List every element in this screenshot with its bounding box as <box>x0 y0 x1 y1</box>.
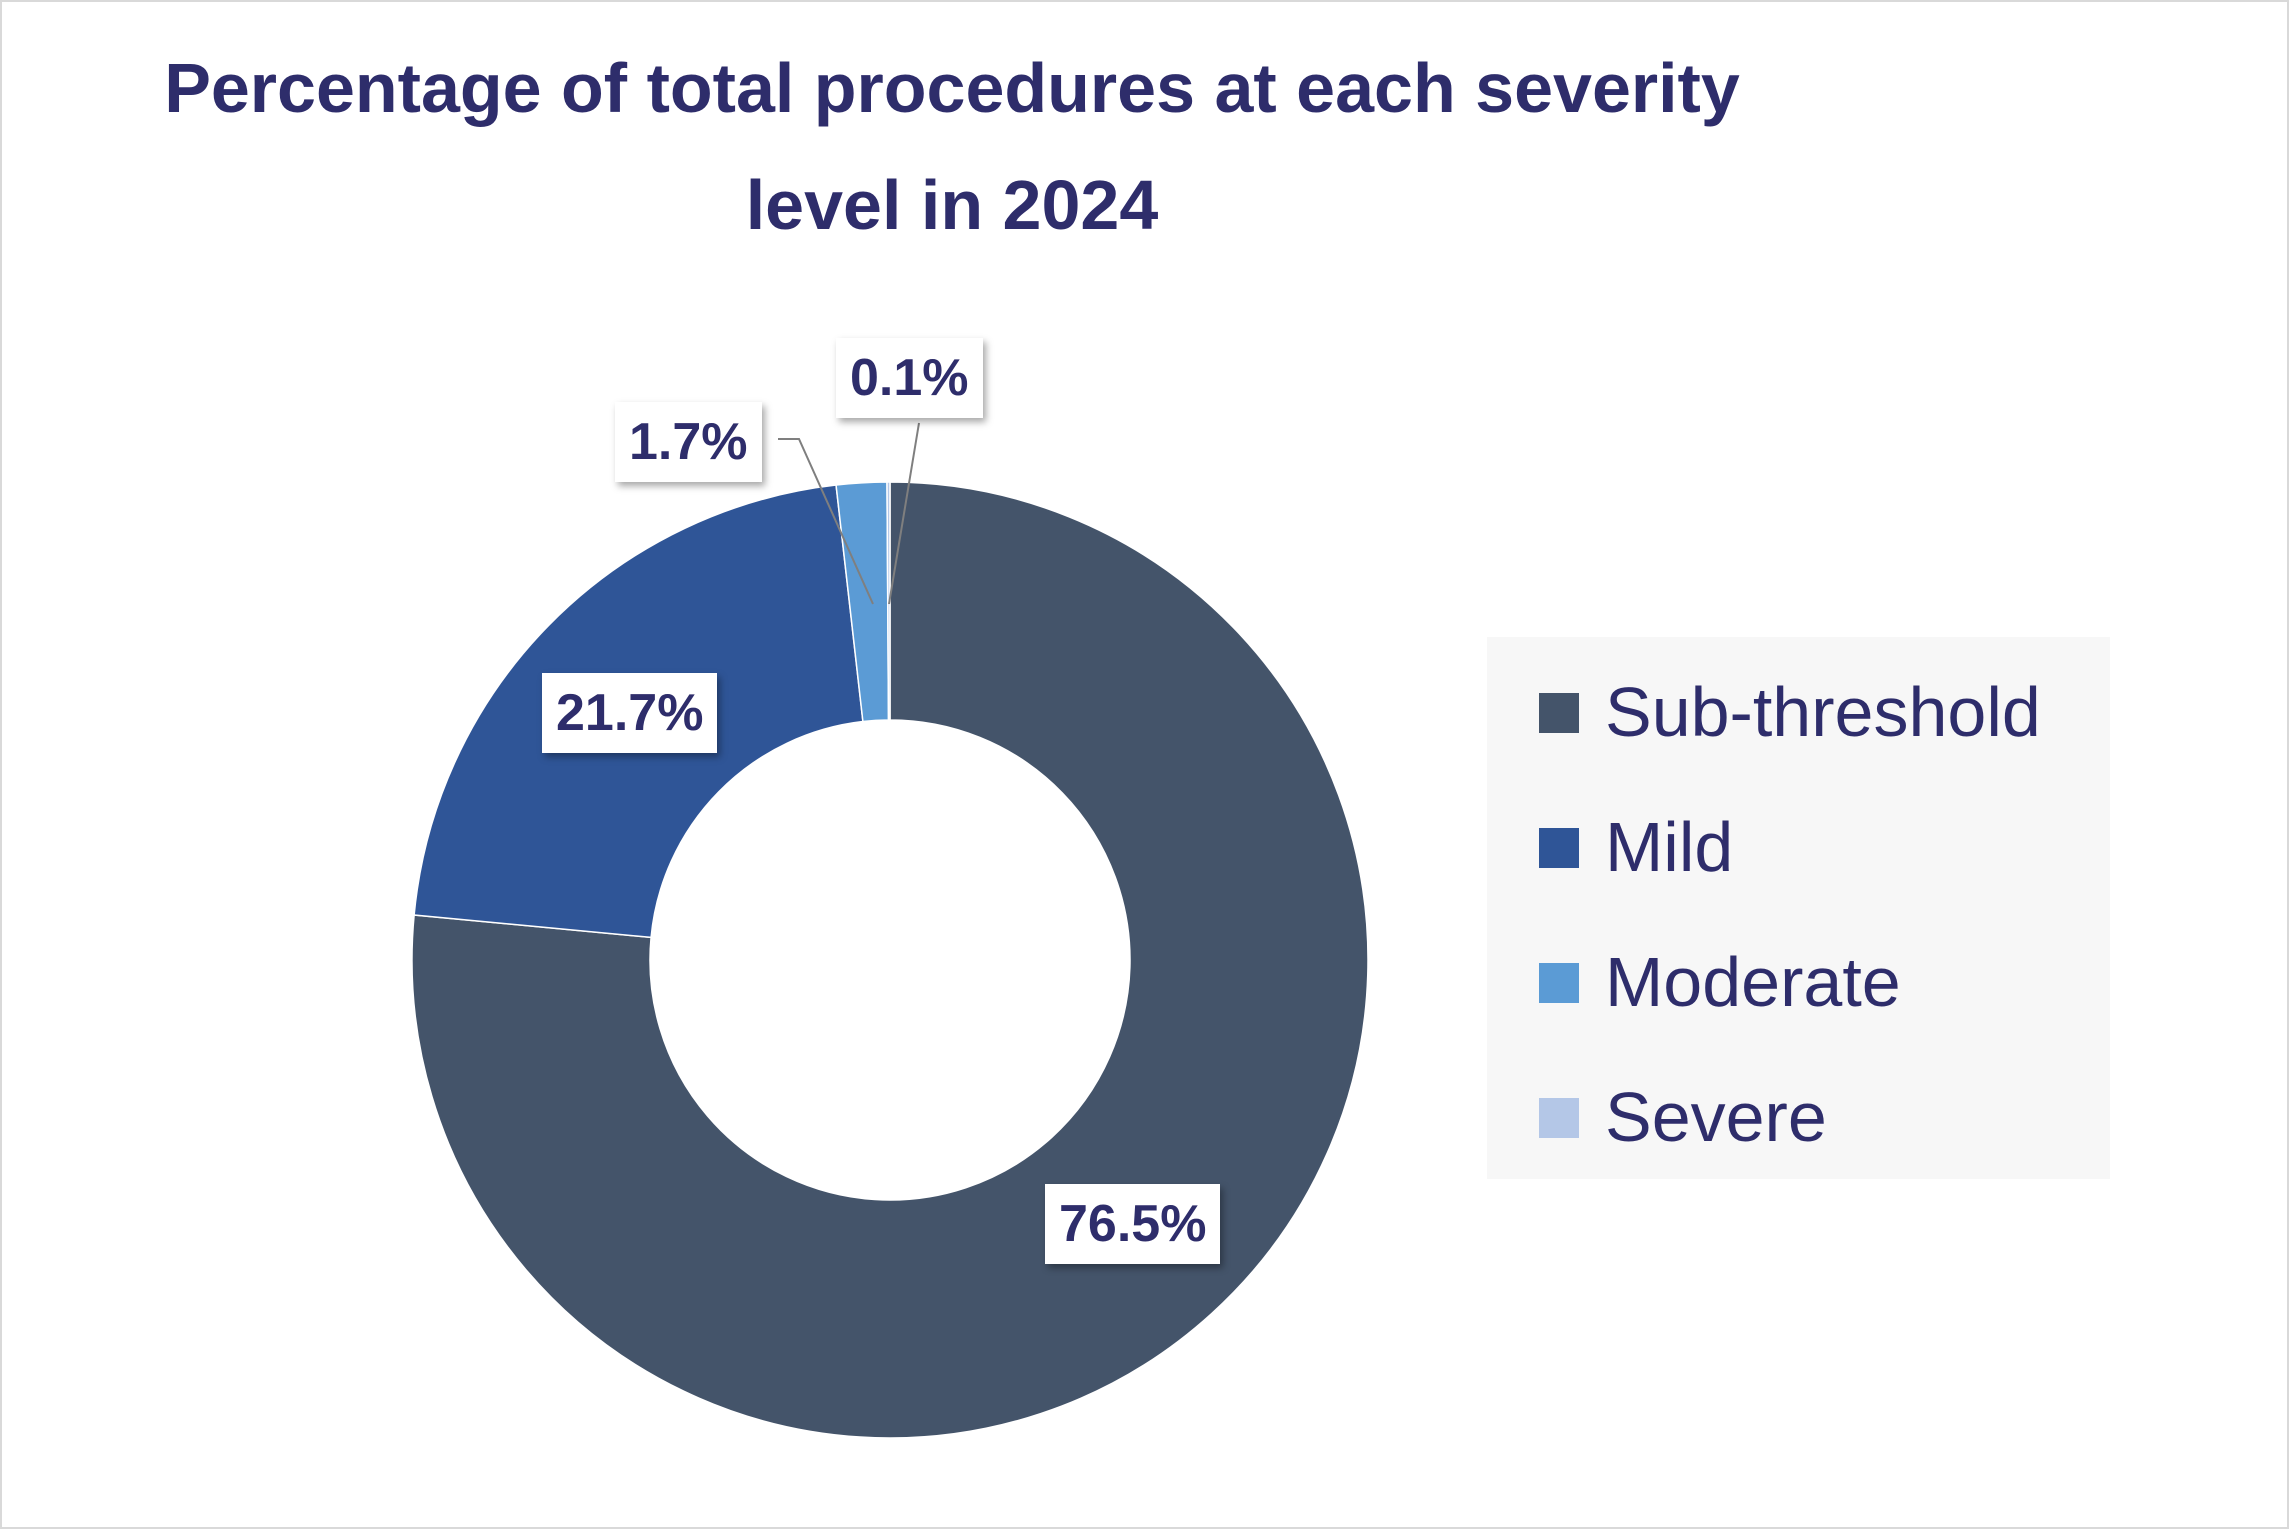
leader-line-moderate <box>778 438 874 605</box>
data-label-mild: 21.7% <box>542 673 718 753</box>
legend-swatch-sub-threshold <box>1539 693 1579 733</box>
chart-legend: Sub-threshold Mild Moderate Severe <box>1487 637 2110 1179</box>
data-label-moderate: 1.7% <box>615 402 762 482</box>
leader-line-severe <box>888 422 920 605</box>
legend-label-severe: Severe <box>1605 1078 1827 1156</box>
data-label-severe: 0.1% <box>836 338 983 418</box>
chart-title-line-1: Percentage of total procedures at each s… <box>164 49 1740 127</box>
legend-label-mild: Mild <box>1605 808 1734 886</box>
chart-title-line-2: level in 2024 <box>745 166 1159 244</box>
legend-label-sub-threshold: Sub-threshold <box>1605 673 2041 751</box>
legend-swatch-severe <box>1539 1098 1579 1138</box>
legend-swatch-mild <box>1539 828 1579 868</box>
legend-label-moderate: Moderate <box>1605 943 1901 1021</box>
legend-swatch-moderate <box>1539 963 1579 1003</box>
chart-title: Percentage of total procedures at each s… <box>102 30 1802 264</box>
data-label-sub-threshold: 76.5% <box>1045 1184 1221 1264</box>
